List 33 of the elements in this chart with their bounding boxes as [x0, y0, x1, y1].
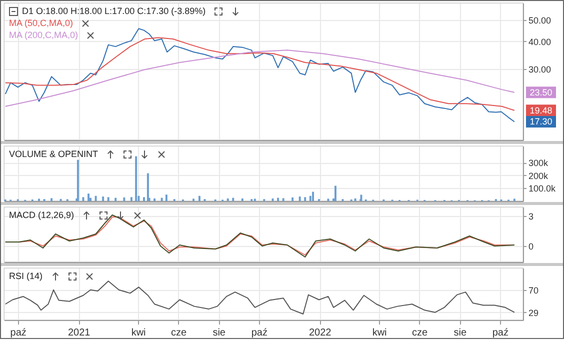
- text: MA (50,C,MA,0): [9, 17, 74, 29]
- chart-title: D1 O:18.00 H:18.00 L:17.00 C:17.30 (-3.89%): [22, 5, 206, 17]
- chart-title: RSI (14): [9, 270, 43, 282]
- y-tick-label: 300k: [528, 158, 549, 168]
- y-tick-label: 3: [528, 212, 534, 222]
- line-series: [4, 28, 515, 122]
- y-tick-label: 40.00: [528, 36, 552, 47]
- x-tick-label: 2021: [68, 328, 91, 338]
- chart-title: MACD (12,26,9): [9, 209, 74, 221]
- annotation: 17.30: [530, 116, 552, 127]
- x-tick-label: cze: [412, 328, 428, 338]
- text: MA (200,C,MA,0): [9, 29, 78, 41]
- x-tick-label: kwi: [372, 328, 387, 338]
- x-tick-label: sie: [212, 328, 226, 338]
- x-tick-label: sie: [454, 328, 467, 338]
- x-tick-label: kwi: [131, 328, 146, 338]
- annotation: 19.48: [530, 105, 552, 116]
- y-tick-label: 100.0k: [528, 184, 556, 194]
- y-tick-label: 200k: [528, 170, 549, 181]
- y-tick-label: 0: [528, 242, 534, 252]
- annotation: 23.50: [530, 87, 552, 98]
- x-tick-label: paź: [492, 328, 508, 338]
- line-series: [4, 280, 515, 314]
- y-tick-label: 29: [528, 308, 539, 318]
- x-tick-label: paź: [251, 328, 268, 338]
- x-tick-label: paź: [10, 328, 26, 338]
- y-tick-label: 50.00: [528, 16, 552, 26]
- x-tick-label: cze: [171, 328, 188, 338]
- y-tick-label: 70: [528, 285, 539, 296]
- y-tick-label: 30.00: [528, 64, 552, 74]
- chart-title: VOLUME & OPENINT: [9, 148, 98, 160]
- x-tick-label: 2022: [309, 328, 332, 338]
- line-series: [4, 50, 515, 107]
